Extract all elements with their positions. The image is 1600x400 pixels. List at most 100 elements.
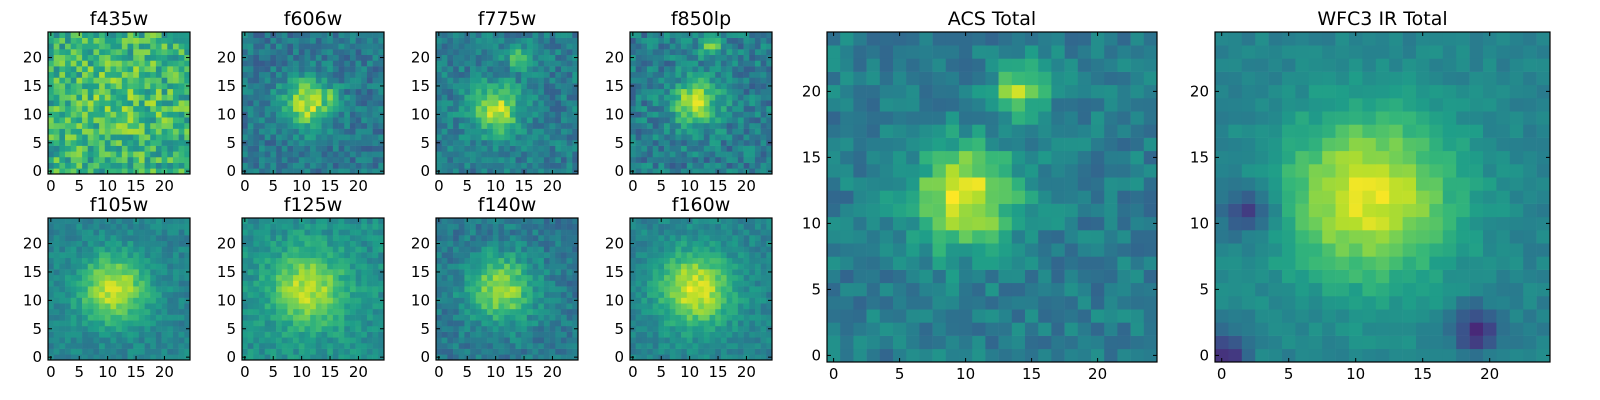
heatmap-cell [247,218,254,224]
heatmap-cell [287,111,294,118]
heatmap-cell [509,291,516,298]
heatmap-cell [447,168,454,175]
y-tick-label: 10 [411,291,430,309]
heatmap-cell [332,94,339,101]
heatmap-cell [65,240,72,247]
heatmap-cell [760,331,767,338]
y-tick-label: 10 [217,105,236,123]
heatmap-cell [76,66,83,73]
heatmap-cell [293,156,300,163]
heatmap-cell [138,49,145,56]
heatmap-cell [93,128,100,135]
heatmap-cell [298,162,305,169]
heatmap-cell [652,320,659,327]
heatmap-cell [492,88,499,95]
heatmap-cell [104,83,111,90]
heatmap-cell [70,263,77,270]
heatmap-cell [555,37,562,44]
heatmap-cell [754,66,761,73]
heatmap-cell [686,286,693,293]
heatmap-cell [349,297,356,304]
heatmap-cell [504,49,511,56]
heatmap-cell [127,71,134,78]
heatmap-cell [338,235,345,242]
heatmap-cell [264,263,271,270]
heatmap-cell [310,229,317,236]
heatmap-cell [652,303,659,310]
heatmap-cell [99,134,106,141]
heatmap-cell [366,240,373,247]
heatmap-cell [447,303,454,310]
heatmap-cell [509,320,516,327]
heatmap-cell [93,37,100,44]
heatmap-cell [332,348,339,355]
heatmap-cell [749,286,756,293]
heatmap-cell [453,139,460,146]
heatmap-cell [686,337,693,344]
heatmap-cell [447,117,454,124]
heatmap-cell [304,139,311,146]
heatmap-cell [110,111,117,118]
heatmap-cell [242,134,248,141]
heatmap-cell [178,314,185,321]
heatmap-cell [372,54,379,61]
heatmap-cell [184,303,191,310]
heatmap-cell [87,49,94,56]
heatmap-cell [372,246,379,253]
heatmap-cell [475,105,482,112]
heatmap-cell [498,274,505,281]
heatmap-cell [338,274,345,281]
heatmap-cell [161,252,168,259]
heatmap-cell [321,303,328,310]
heatmap-cell [447,122,454,129]
heatmap-cell [669,156,676,163]
heatmap-cell [475,218,482,224]
heatmap-cell [538,314,545,321]
heatmap-cell [184,88,191,95]
heatmap-cell [572,77,579,84]
heatmap-cell [281,77,288,84]
heatmap-cell [70,252,77,259]
heatmap-cell [304,263,311,270]
heatmap-cell [338,291,345,298]
heatmap-cell [293,252,300,259]
heatmap-cell [532,320,539,327]
heatmap-cell [327,314,334,321]
heatmap-cell [344,291,351,298]
heatmap-cell [709,342,716,349]
heatmap-cell [167,145,174,152]
heatmap-cell [737,320,744,327]
heatmap-cell [737,94,744,101]
heatmap-cell [675,274,682,281]
heatmap-cell [138,314,145,321]
heatmap-cell [487,337,494,344]
heatmap-cell [572,105,579,112]
heatmap-cell [658,60,665,67]
heatmap-cell [104,145,111,152]
x-tick-label: 10 [680,177,699,195]
heatmap-cell [304,54,311,61]
heatmap-cell [327,71,334,78]
heatmap-cell [441,240,448,247]
heatmap-cell [526,60,533,67]
heatmap-cell [669,49,676,56]
heatmap-cell [475,235,482,242]
heatmap-cell [475,252,482,259]
heatmap-cell [492,286,499,293]
heatmap-cell [298,257,305,264]
heatmap-cell [686,274,693,281]
heatmap-cell [242,156,248,163]
heatmap-cell [635,325,642,332]
heatmap-cell [630,280,636,287]
heatmap-cell [87,139,94,146]
heatmap-cell [692,308,699,315]
heatmap-cell [749,156,756,163]
heatmap-cell [743,134,750,141]
heatmap-cell [647,117,654,124]
heatmap-cell [726,308,733,315]
heatmap-cell [327,246,334,253]
heatmap-cell [538,337,545,344]
heatmap-cell [327,60,334,67]
heatmap-cell [116,105,123,112]
heatmap-cell [155,54,162,61]
